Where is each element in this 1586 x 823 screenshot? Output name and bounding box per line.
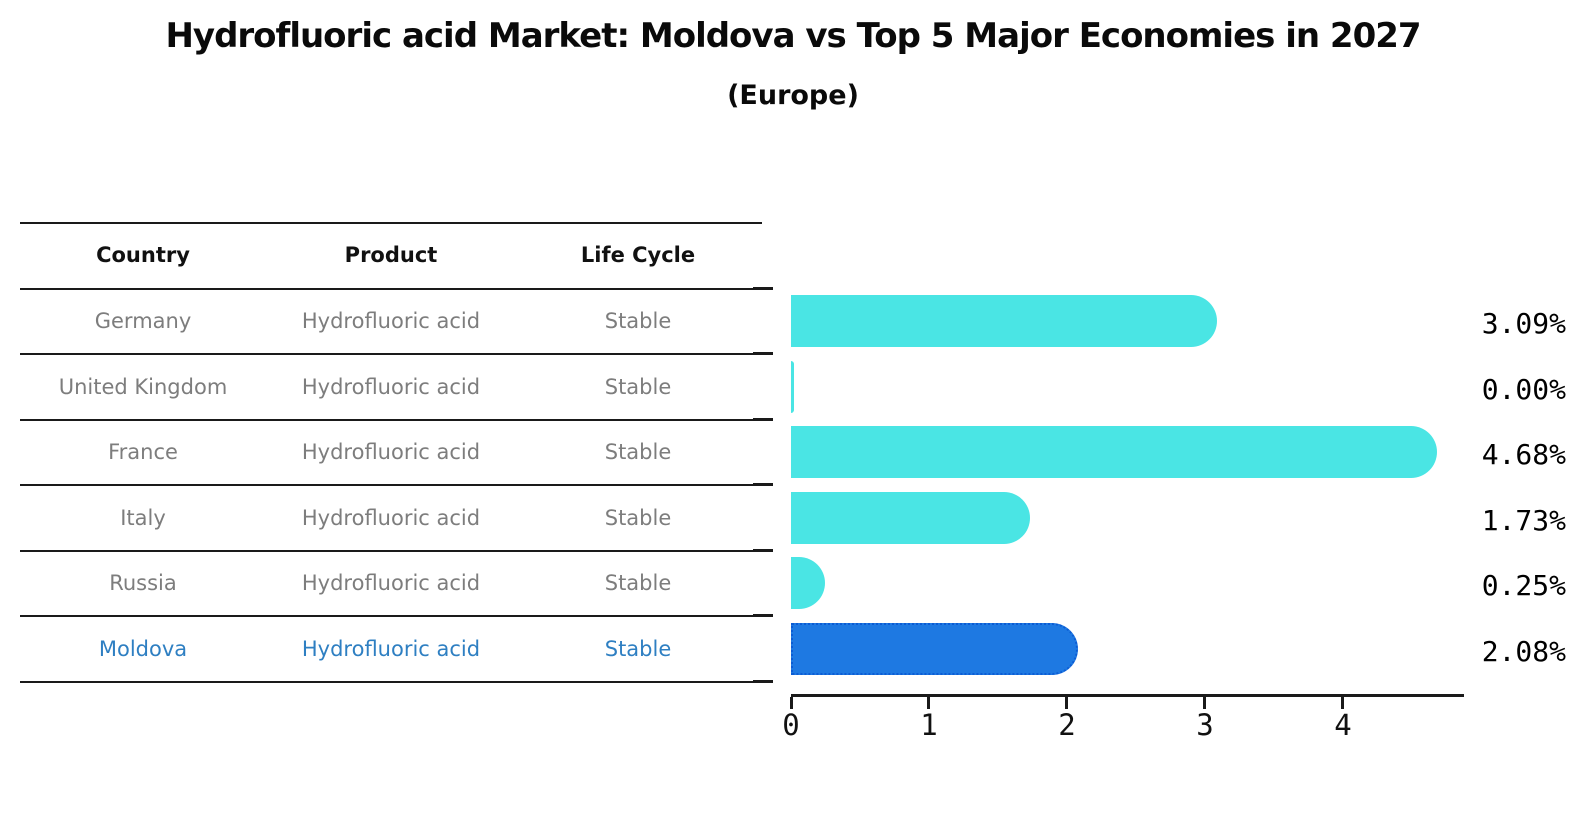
table-cell-life-cycle: Stable bbox=[604, 571, 672, 595]
y-axis-tick bbox=[753, 680, 773, 683]
table-cell-life-cycle: Stable bbox=[604, 375, 672, 399]
column-header-life-cycle: Life Cycle bbox=[580, 243, 696, 267]
table-divider bbox=[20, 550, 762, 552]
value-label: 0.25% bbox=[1481, 569, 1566, 602]
y-axis-tick bbox=[753, 352, 773, 355]
x-axis-tick-label: 4 bbox=[1334, 708, 1352, 742]
table-cell-life-cycle: Stable bbox=[604, 440, 672, 464]
y-axis-tick bbox=[753, 549, 773, 552]
y-axis-tick bbox=[753, 287, 773, 290]
table-cell-country-highlighted: Moldova bbox=[98, 637, 188, 661]
bar-italy bbox=[791, 492, 1030, 544]
x-axis-line bbox=[791, 694, 1464, 697]
table-divider bbox=[20, 681, 762, 683]
bar-united-kingdom bbox=[791, 361, 794, 413]
table-divider bbox=[20, 288, 762, 290]
table-cell-country: Russia bbox=[109, 571, 177, 595]
bar-moldova-highlighted bbox=[791, 623, 1078, 675]
table-divider bbox=[20, 353, 762, 355]
column-header-country: Country bbox=[96, 243, 190, 267]
table-cell-life-cycle: Stable bbox=[604, 309, 672, 333]
table-cell-product-highlighted: Hydrofluoric acid bbox=[301, 637, 481, 661]
table-cell-country: France bbox=[108, 440, 178, 464]
table-divider bbox=[20, 419, 762, 421]
table-cell-product: Hydrofluoric acid bbox=[301, 375, 481, 399]
value-label: 2.08% bbox=[1481, 635, 1566, 668]
value-label: 1.73% bbox=[1481, 504, 1566, 537]
y-axis-tick bbox=[753, 614, 773, 617]
x-axis-tick-label: 2 bbox=[1058, 708, 1076, 742]
bar-germany bbox=[791, 295, 1218, 347]
x-axis-tick-label: 0 bbox=[782, 708, 800, 742]
x-axis-tick bbox=[927, 697, 931, 709]
bar-russia bbox=[791, 557, 826, 609]
x-axis-tick bbox=[1203, 697, 1207, 709]
table-cell-life-cycle: Stable bbox=[604, 506, 672, 530]
x-axis-tick bbox=[1065, 697, 1069, 709]
value-label: 3.09% bbox=[1481, 307, 1566, 340]
y-axis-tick bbox=[753, 418, 773, 421]
x-axis-tick bbox=[1341, 697, 1345, 709]
table-cell-country: United Kingdom bbox=[58, 375, 228, 399]
table-divider bbox=[20, 615, 762, 617]
page-title: Hydrofluoric acid Market: Moldova vs Top… bbox=[165, 16, 1421, 56]
x-axis-tick-label: 3 bbox=[1196, 708, 1214, 742]
page-subtitle: (Europe) bbox=[727, 80, 859, 111]
table-divider bbox=[20, 484, 762, 486]
table-cell-country: Germany bbox=[94, 309, 192, 333]
x-axis-tick-label: 1 bbox=[920, 708, 938, 742]
table-divider bbox=[20, 222, 762, 224]
value-label: 0.00% bbox=[1481, 373, 1566, 406]
table-cell-life-cycle-highlighted: Stable bbox=[604, 637, 672, 661]
column-header-product: Product bbox=[344, 243, 438, 267]
x-axis-tick bbox=[789, 697, 793, 709]
table-cell-country: Italy bbox=[120, 506, 166, 530]
table-cell-product: Hydrofluoric acid bbox=[301, 309, 481, 333]
bar-france bbox=[791, 426, 1437, 478]
table-cell-product: Hydrofluoric acid bbox=[301, 440, 481, 464]
table-cell-product: Hydrofluoric acid bbox=[301, 506, 481, 530]
table-cell-product: Hydrofluoric acid bbox=[301, 571, 481, 595]
y-axis-tick bbox=[753, 483, 773, 486]
value-label: 4.68% bbox=[1481, 438, 1566, 471]
